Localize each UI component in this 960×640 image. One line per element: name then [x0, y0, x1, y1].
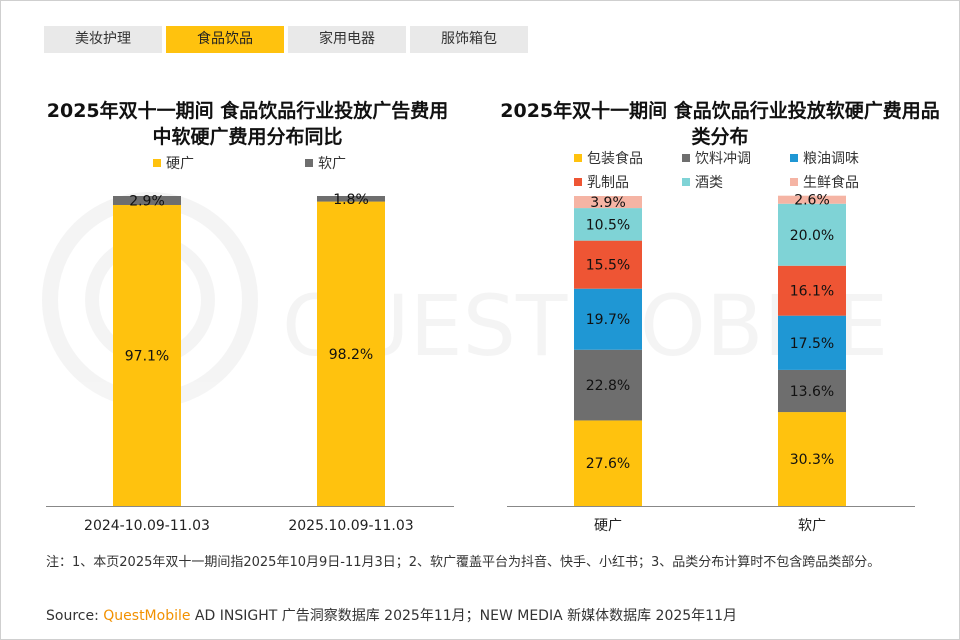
source-rest: AD INSIGHT 广告洞察数据库 2025年11月；NEW MEDIA 新媒… — [190, 608, 737, 624]
category-tabs: 美妆护理 食品饮品 家用电器 服饰箱包 — [44, 26, 528, 53]
data-label-1-4: 15.5% — [586, 258, 630, 274]
data-label-1-6: 3.9% — [590, 195, 626, 211]
bar-segment-2-3 — [778, 315, 846, 370]
x-tick-label-2: 2025.10.09-11.03 — [288, 518, 413, 534]
data-label-1-2: 22.8% — [586, 378, 630, 394]
tab-beauty[interactable]: 美妆护理 — [44, 26, 162, 53]
bar-segment-1-4 — [574, 240, 642, 289]
tab-food-beverage[interactable]: 食品饮品 — [166, 26, 284, 53]
legend-label-2: 软广 — [318, 156, 346, 172]
legend-swatch-4 — [574, 178, 582, 186]
source-brand: QuestMobile — [103, 608, 191, 624]
data-label-2-4: 16.1% — [790, 284, 834, 300]
x-tick-label-2: 软广 — [798, 518, 826, 534]
bar-segment-1-3 — [574, 288, 642, 350]
data-label-2-1: 98.2% — [329, 347, 373, 363]
left-chart-title: 2025年双十一期间 食品饮品行业投放广告费用中软硬广费用分布同比 — [46, 100, 449, 148]
legend-label-2: 饮料冲调 — [695, 151, 751, 167]
legend-swatch-3 — [790, 154, 798, 162]
legend-swatch-2 — [682, 154, 690, 162]
legend-swatch-5 — [682, 178, 690, 186]
data-label-2-1: 30.3% — [790, 452, 834, 468]
legend-label-4: 乳制品 — [587, 175, 629, 191]
bar-segment-2-2 — [317, 196, 385, 202]
bar-segment-1-1 — [574, 420, 642, 506]
tab-home-appliance[interactable]: 家用电器 — [288, 26, 406, 53]
legend-swatch-6 — [790, 178, 798, 186]
legend-label-1: 硬广 — [166, 156, 194, 172]
data-label-2-2: 1.8% — [333, 192, 369, 208]
data-label-2-5: 20.0% — [790, 228, 834, 244]
legend-label-5: 酒类 — [695, 175, 723, 191]
bar-segment-1-6 — [574, 196, 642, 209]
legend-label-3: 粮油调味 — [803, 151, 859, 167]
legend-swatch-1 — [153, 159, 161, 167]
bar-segment-2-5 — [778, 203, 846, 266]
legend-label-1: 包装食品 — [587, 150, 643, 167]
data-label-1-1: 97.1% — [125, 348, 169, 364]
source-line: Source: QuestMobile AD INSIGHT 广告洞察数据库 2… — [46, 605, 737, 625]
bar-segment-1-1 — [113, 204, 181, 507]
source-prefix: Source: — [46, 608, 99, 624]
tab-apparel[interactable]: 服饰箱包 — [410, 26, 528, 53]
x-tick-label-1: 硬广 — [594, 518, 622, 534]
right-chart-title: 2025年双十一期间 食品饮品行业投放软硬广费用品类分布 — [500, 100, 940, 148]
bar-segment-2-2 — [778, 369, 846, 413]
data-label-2-2: 13.6% — [790, 384, 834, 400]
bar-segment-2-1 — [778, 412, 846, 506]
left-chart: 硬广 软广 97.1% 2.9% 2024-10.09-11.03 98.2% 1.8% 20… — [46, 156, 454, 534]
legend-swatch-2 — [305, 159, 313, 167]
x-tick-label-1: 2024-10.09-11.03 — [84, 518, 210, 534]
data-label-1-1: 27.6% — [586, 456, 630, 472]
legend-swatch-1 — [574, 154, 582, 162]
data-label-2-3: 17.5% — [790, 336, 834, 352]
bar-segment-1-5 — [574, 208, 642, 241]
data-label-2-6: 2.6% — [794, 193, 830, 209]
legend-label-6: 生鲜食品 — [803, 174, 859, 191]
bar-segment-2-4 — [778, 265, 846, 316]
footnote: 注：1、本页2025年双十一期间指2025年10月9日-11月3日；2、软广覆盖… — [46, 555, 881, 570]
data-label-1-2: 2.9% — [129, 193, 165, 209]
bar-segment-2-6 — [778, 195, 846, 204]
data-label-1-3: 19.7% — [586, 312, 630, 328]
data-label-1-5: 10.5% — [586, 217, 630, 233]
bar-segment-1-2 — [574, 349, 642, 421]
bar-segment-1-2 — [113, 196, 181, 205]
bar-segment-2-1 — [317, 201, 385, 506]
